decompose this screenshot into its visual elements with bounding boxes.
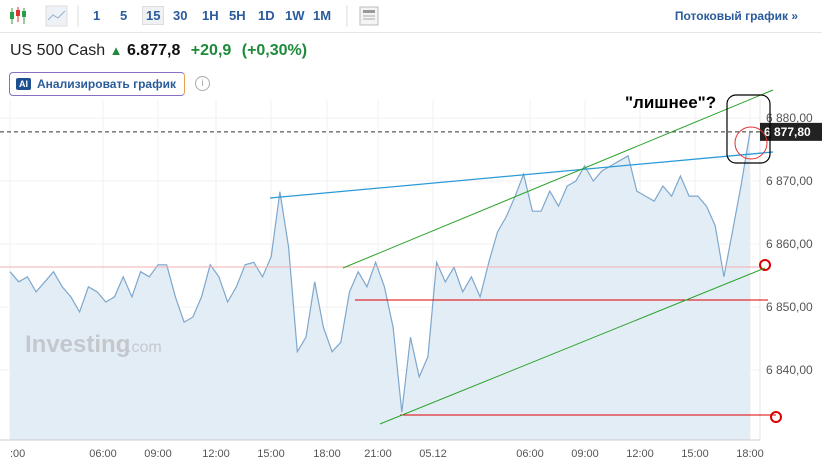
price-line [9,131,751,413]
watermark-suffix: .com [127,339,162,356]
timeframe-1H[interactable]: 1H [202,8,219,23]
x-tick-label: 06:00 [516,448,544,460]
x-tick-label: 12:00 [626,448,654,460]
layout-icon[interactable] [359,6,379,26]
timeframe-15[interactable]: 15 [142,6,165,25]
low-marker [770,411,782,423]
area-chart-icon[interactable] [45,5,68,27]
timeframe-1W[interactable]: 1W [285,8,305,23]
x-tick-label: 06:00 [89,448,117,460]
x-tick-label: 09:00 [571,448,599,460]
price-change-percent: (+0,30%) [241,42,308,59]
instrument-name: US 500 Cash [10,42,106,59]
info-icon[interactable]: i [195,76,210,91]
price-change: +20,9 [190,42,232,59]
price-area [10,131,750,440]
watermark-logo: Investing [25,331,130,358]
analyze-chart-button[interactable]: AI Анализировать график [9,72,185,96]
x-tick-label: 05.12 [419,448,447,460]
channel-lower-line [379,267,766,425]
x-tick-label: 21:00 [364,448,392,460]
timeframe-30[interactable]: 30 [173,8,188,23]
current-price-label: 6 877,80 [764,125,811,139]
last-price: 6.877,8 [126,42,181,59]
timeframe-1D[interactable]: 1D [258,8,275,23]
instrument-header: US 500 Cash ▲ 6.877,8 +20,9 (+0,30%) [10,42,307,60]
analyze-chart-label: Анализировать график [37,77,176,91]
x-tick-label: 15:00 [681,448,709,460]
level-marker [759,259,771,271]
y-tick-label: 6 880,00 [766,111,813,125]
annotation-text: "лишнее"? [625,93,716,112]
x-tick-label: 18:00 [736,448,764,460]
streaming-chart-link[interactable]: Потоковый график » [674,9,798,23]
up-arrow-icon: ▲ [109,43,123,58]
y-tick-label: 6 850,00 [766,300,813,314]
timeframe-5H[interactable]: 5H [229,8,246,23]
x-tick-label: :00 [10,448,25,460]
timeframe-1[interactable]: 1 [93,8,101,23]
annotation-box [726,94,771,164]
current-price-badge [760,122,822,141]
ai-icon: AI [16,78,31,90]
y-tick-label: 6 840,00 [766,363,813,377]
toolbar-icons [10,5,379,27]
x-tick-label: 15:00 [257,448,285,460]
timeframe-1M[interactable]: 1M [313,8,332,23]
trend-line-blue [269,151,774,199]
candlestick-icon[interactable] [10,7,26,24]
timeframe-5[interactable]: 5 [120,8,128,23]
y-tick-label: 6 860,00 [766,237,813,251]
annotation-circle [734,126,768,160]
x-tick-label: 12:00 [202,448,230,460]
y-tick-label: 6 870,00 [766,174,813,188]
channel-upper-line [342,89,774,269]
x-tick-label: 09:00 [144,448,172,460]
toolbar: 1 5 15 30 1H 5H 1D 1W 1M Потоковый график » [0,0,822,33]
x-tick-label: 18:00 [313,448,341,460]
